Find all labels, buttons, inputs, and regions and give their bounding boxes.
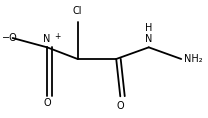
Text: O: O (116, 101, 124, 111)
Text: N: N (145, 34, 152, 44)
Text: −O: −O (2, 33, 18, 43)
Text: N: N (43, 34, 51, 44)
Text: +: + (54, 32, 61, 41)
Text: O: O (43, 98, 51, 108)
Text: Cl: Cl (73, 6, 82, 16)
Text: H: H (145, 23, 152, 33)
Text: NH₂: NH₂ (184, 54, 203, 64)
